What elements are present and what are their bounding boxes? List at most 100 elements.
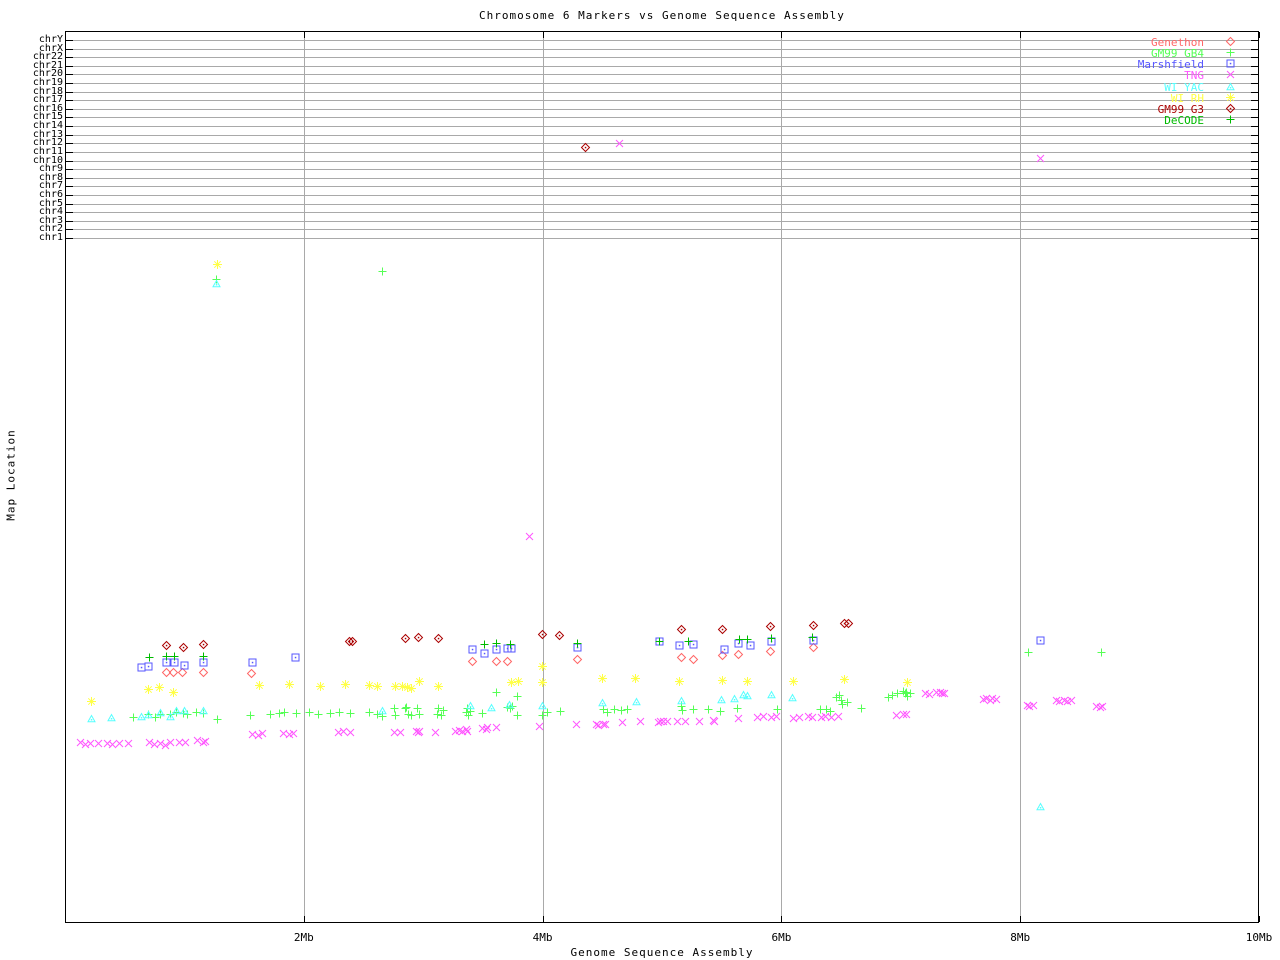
data-point-tng [1097, 701, 1108, 712]
chromosome-gridline [66, 65, 1258, 67]
data-point-tng [253, 730, 264, 741]
data-point-gm99-g3 [400, 633, 411, 644]
data-point-wi-rh [154, 682, 165, 693]
chromosome-label: chr9 [38, 163, 63, 175]
data-point-tng [345, 727, 356, 738]
chromosome-label: chr12 [32, 137, 63, 149]
chromosome-label: chr6 [38, 188, 63, 200]
chromosome-tick-right [1251, 186, 1258, 188]
data-point-gm99-gb4 [436, 710, 447, 721]
data-point-wi-yac [729, 693, 740, 704]
data-point-wi-rh [717, 675, 728, 686]
data-point-tng [672, 716, 683, 727]
data-point-decode [807, 632, 818, 643]
data-point-marshfield [143, 661, 154, 672]
chromosome-tick-left [66, 160, 73, 162]
data-point-gm99-gb4 [406, 710, 417, 721]
data-point-wi-rh [414, 676, 425, 687]
data-point-genethon [161, 667, 172, 678]
x-tick-label: 2Mb [293, 931, 314, 944]
mb-tick-top [303, 32, 305, 38]
data-point-marshfield [179, 660, 190, 671]
data-point-gm99-g3 [537, 629, 548, 640]
data-point-wi-rh [674, 676, 685, 687]
data-point-gm99-gb4 [834, 690, 845, 701]
data-point-wi-rh [630, 673, 641, 684]
data-point-tng [771, 711, 782, 722]
chromosome-tick-left [66, 151, 73, 153]
data-point-gm99-gb4 [274, 708, 285, 719]
chromosome-tick-right [1251, 220, 1258, 222]
mb-tick-bottom [1259, 916, 1260, 922]
data-point-marshfield [674, 640, 685, 651]
data-point-tng [600, 719, 611, 730]
data-point-gm99-gb4 [507, 701, 518, 712]
data-point-gm99-gb4 [438, 705, 449, 716]
data-point-gm99-gb4 [883, 692, 894, 703]
chromosome-label: chr18 [32, 85, 63, 97]
data-point-tng [114, 738, 125, 749]
data-point-wi-rh [406, 683, 417, 694]
data-point-tng [123, 738, 134, 749]
data-point-gm99-gb4 [905, 688, 916, 699]
data-point-tng [430, 727, 441, 738]
data-point-tng [991, 694, 1002, 705]
legend-label-marshfield: Marshfield [1137, 58, 1204, 72]
data-point-gm99-gb4 [389, 703, 400, 714]
data-point-decode [505, 639, 516, 650]
data-point-gm99-g3 [676, 624, 687, 635]
chromosome-gridline [66, 74, 1258, 76]
chromosome-tick-right [1251, 57, 1258, 59]
data-point-marshfield [290, 652, 301, 663]
chromosome-gridline [66, 40, 1258, 41]
data-point-genethon [198, 667, 209, 678]
data-point-tng [571, 719, 582, 730]
data-point-gm99-gb4 [836, 695, 847, 706]
data-point-wi-yac [738, 689, 749, 700]
data-point-gm99-gb4 [1096, 647, 1107, 658]
data-point-gm99-g3 [808, 620, 819, 631]
data-point-decode [479, 639, 490, 650]
mb-gridline [1020, 32, 1022, 922]
chromosome-gridline [66, 186, 1258, 188]
data-point-tng [257, 728, 268, 739]
data-point-tng [462, 726, 473, 737]
data-point-tng [1028, 700, 1039, 711]
data-point-tng [935, 687, 946, 698]
data-point-tng [192, 735, 203, 746]
data-point-tng [833, 711, 844, 722]
chromosome-label: chr10 [32, 154, 63, 166]
chromosome-tick-left [66, 177, 73, 179]
chromosome-tick-right [1251, 212, 1258, 214]
chromosome-tick-left [66, 143, 73, 145]
data-point-genethon [168, 667, 179, 678]
chromosome-gridline [66, 229, 1258, 231]
chromosome-gridline [66, 220, 1258, 222]
chromosome-tick-left [66, 134, 73, 136]
data-point-wi-yac [143, 709, 154, 720]
data-point-gm99-gb4 [703, 704, 714, 715]
chromosome-gridline [66, 160, 1258, 162]
chromosome-tick-right [1251, 74, 1258, 76]
data-point-genethon [467, 656, 478, 667]
data-point-wi-yac [787, 692, 798, 703]
data-point-tng [491, 722, 502, 733]
chromosome-tick-right [1251, 203, 1258, 205]
data-point-gm99-gb4 [150, 712, 161, 723]
data-point-gm99-gb4 [291, 708, 302, 719]
chromosome-tick-right [1251, 143, 1258, 145]
data-point-gm99-gb4 [400, 703, 411, 714]
legend-marker-decode [1225, 114, 1236, 125]
data-point-gm99-g3 [580, 142, 591, 153]
data-point-wi-rh [397, 681, 408, 692]
data-point-tng [891, 710, 902, 721]
data-point-gm99-gb4 [245, 710, 256, 721]
data-point-gm99-gb4 [715, 706, 726, 717]
data-point-wi-yac [486, 702, 497, 713]
data-point-wi-yac [742, 690, 753, 701]
data-point-tng [155, 738, 166, 749]
data-point-genethon [502, 656, 513, 667]
chromosome-tick-right [1251, 65, 1258, 67]
chromosome-tick-right [1251, 134, 1258, 136]
